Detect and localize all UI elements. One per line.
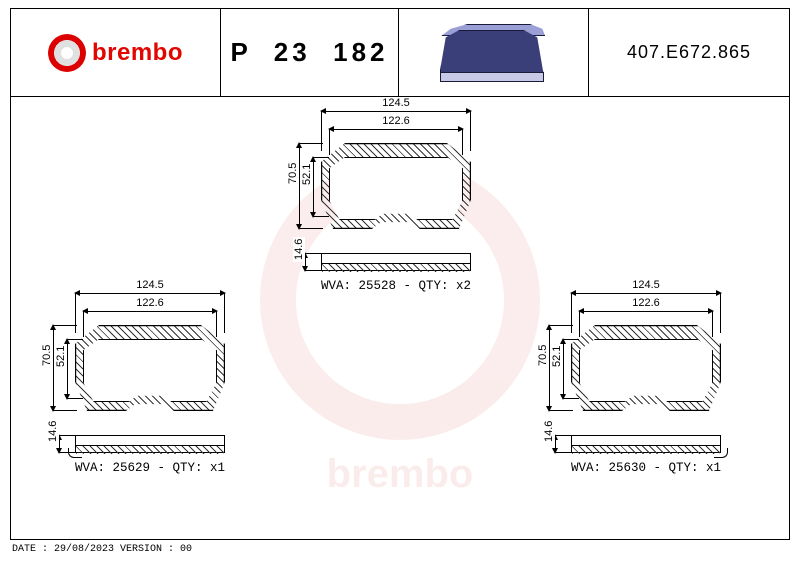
- pad-3d-preview: [399, 9, 589, 96]
- pad-view-left: 124.5 122.6 70.5 52.1: [35, 287, 225, 475]
- dim-inner-height: 52.1: [313, 157, 314, 217]
- dim-outer-width: 124.5: [321, 111, 471, 112]
- pad-caption: WVA: 25528 - QTY: x2: [321, 279, 471, 293]
- pad-view-center: 124.5 122.6 70.5 52.1: [281, 105, 471, 293]
- drawing-sheet: brembo P 23 182 407.E672.865 brembo 124.…: [10, 8, 790, 540]
- dim-inner-width: 122.6: [579, 311, 713, 312]
- friction-surface: [83, 339, 217, 402]
- pad-front-view: [571, 325, 721, 411]
- friction-surface: [579, 339, 713, 402]
- pad-side-view: [75, 435, 225, 453]
- pad-front-view: [321, 143, 471, 229]
- logo-cell: brembo: [11, 9, 221, 96]
- brembo-logo: brembo: [48, 34, 183, 72]
- dim-outer-height: 70.5: [53, 325, 54, 411]
- dim-inner-width: 122.6: [329, 129, 463, 130]
- wear-sensor-wire-icon: [714, 448, 728, 458]
- part-number: P 23 182: [221, 9, 399, 96]
- brand-name: brembo: [92, 39, 183, 67]
- brake-pad-3d-icon: [434, 22, 554, 84]
- friction-surface: [329, 157, 463, 220]
- dim-outer-height: 70.5: [549, 325, 550, 411]
- dim-outer-width: 124.5: [571, 293, 721, 294]
- drawing-area: brembo 124.5 122.6 70.5: [11, 97, 789, 539]
- pad-caption: WVA: 25630 - QTY: x1: [571, 461, 721, 475]
- dim-thickness: 14.6: [555, 435, 556, 453]
- wear-sensor-wire-icon: [68, 448, 82, 458]
- dim-inner-height: 52.1: [67, 339, 68, 399]
- dim-thickness: 14.6: [305, 253, 306, 271]
- pad-front-view: [75, 325, 225, 411]
- drawing-code: 407.E672.865: [589, 9, 789, 96]
- dim-inner-width: 122.6: [83, 311, 217, 312]
- brake-disc-icon: [48, 34, 86, 72]
- pad-side-view: [321, 253, 471, 271]
- pad-side-view: [571, 435, 721, 453]
- dim-thickness: 14.6: [59, 435, 60, 453]
- title-block: brembo P 23 182 407.E672.865: [11, 9, 789, 97]
- dim-outer-width: 124.5: [75, 293, 225, 294]
- pad-view-right: 124.5 122.6 70.5 52.1: [531, 287, 721, 475]
- pad-caption: WVA: 25629 - QTY: x1: [75, 461, 225, 475]
- footer-date-version: DATE : 29/08/2023 VERSION : 00: [12, 544, 192, 555]
- dim-inner-height: 52.1: [563, 339, 564, 399]
- dim-outer-height: 70.5: [299, 143, 300, 229]
